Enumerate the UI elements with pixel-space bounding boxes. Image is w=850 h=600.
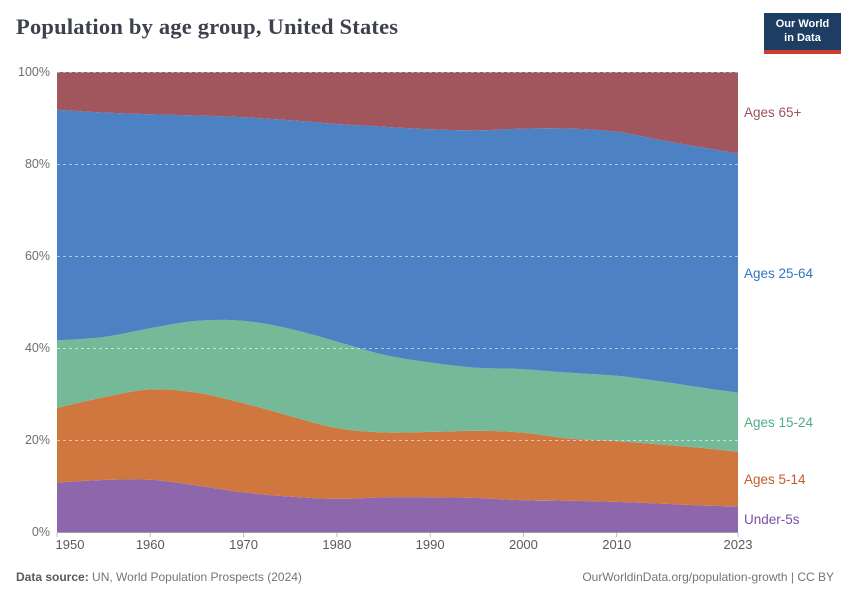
x-tick-label-2010: 2010	[602, 537, 632, 552]
series-label-ages-25-64: Ages 25-64	[744, 265, 814, 281]
y-tick-label-60: 60%	[24, 249, 50, 263]
series-label-under-5s: Under-5s	[744, 511, 800, 527]
data-source-label: Data source:	[16, 570, 89, 584]
data-source-value: UN, World Population Prospects (2024)	[88, 570, 302, 584]
x-tick-label-2000: 2000	[508, 537, 538, 552]
x-tick-label-1990: 1990	[415, 537, 445, 552]
area-ages-15-24[interactable]	[57, 319, 738, 452]
page-title: Population by age group, United States	[16, 14, 399, 39]
area-under-5s[interactable]	[57, 479, 738, 532]
x-tick-label-1970: 1970	[229, 537, 259, 552]
y-tick-label-0: 0%	[31, 525, 50, 539]
y-tick-label-20: 20%	[24, 433, 50, 447]
x-tick-label-1960: 1960	[135, 537, 165, 552]
data-source: Data source: UN, World Population Prospe…	[16, 570, 302, 584]
credit-link[interactable]: OurWorldinData.org/population-growth | C…	[582, 570, 834, 584]
owid-logo-line1: Our World	[775, 18, 830, 30]
y-tick-label-40: 40%	[24, 341, 50, 355]
owid-logo-line2: in Data	[784, 31, 821, 44]
y-tick-label-80: 80%	[24, 157, 50, 171]
area-ages-25-64[interactable]	[57, 109, 738, 393]
x-tick-label-1950: 1950	[55, 537, 85, 552]
x-tick-label-1980: 1980	[322, 537, 352, 552]
owid-logo[interactable]: Our World in Data	[764, 13, 841, 54]
series-label-ages-65-: Ages 65+	[744, 105, 802, 121]
chart-footer: Data source: UN, World Population Prospe…	[16, 570, 834, 584]
area-ages-5-14[interactable]	[57, 389, 738, 507]
y-tick-label-100: 100%	[18, 65, 50, 79]
area-ages-65-[interactable]	[57, 72, 738, 154]
x-tick-label-2023: 2023	[723, 537, 753, 552]
series-label-ages-15-24: Ages 15-24	[744, 414, 814, 430]
series-label-ages-5-14: Ages 5-14	[744, 471, 806, 487]
